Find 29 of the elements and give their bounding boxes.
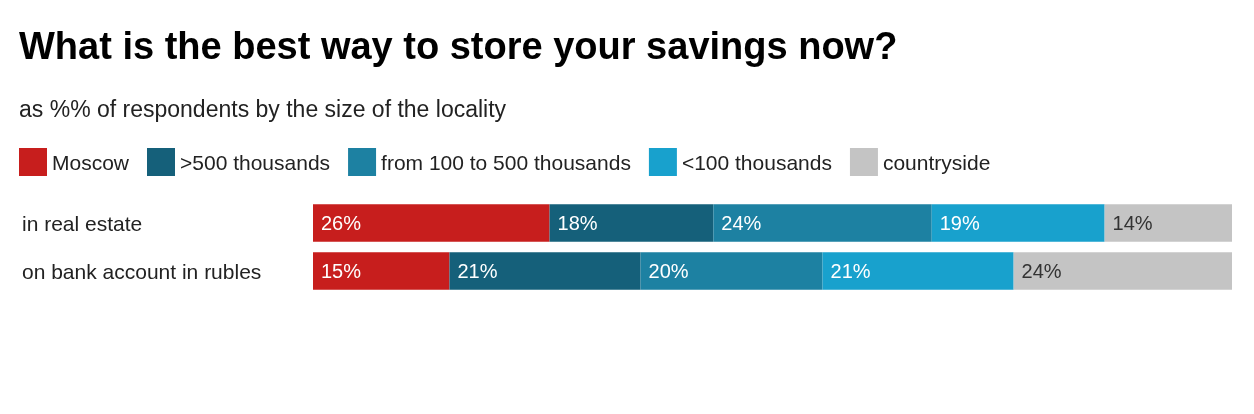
legend-label: <100 thousands [681,150,832,174]
bar [1013,252,1232,290]
bar [640,252,823,290]
data-label: 24% [721,212,762,234]
bar [1104,204,1232,242]
bar [713,204,932,242]
data-label: 24% [1021,260,1062,282]
legend-label: from 100 to 500 thousands [381,150,631,174]
bar [931,204,1105,242]
legend-label: Moscow [52,150,130,174]
data-label: 21% [457,260,498,282]
data-label: 21% [830,260,871,282]
y-tick-label: in real estate [22,211,143,235]
bar [313,252,450,290]
chart-title: What is the best way to store your savings now? [19,25,898,67]
data-label: 14% [1112,212,1153,234]
bar [822,252,1014,290]
chart-subtitle: as %% of respondents by the size of the locality [19,95,507,122]
data-label: 15% [321,260,362,282]
bar [549,204,714,242]
data-label: 19% [939,212,980,234]
data-label: 18% [557,212,598,234]
y-tick-label: on bank account in rubles [22,259,262,283]
legend-label: countryside [882,150,991,174]
legend-label: >500 thousands [180,150,331,174]
bar [313,204,550,242]
bar [449,252,641,290]
data-label: 20% [648,260,689,282]
data-label: 26% [321,212,362,234]
